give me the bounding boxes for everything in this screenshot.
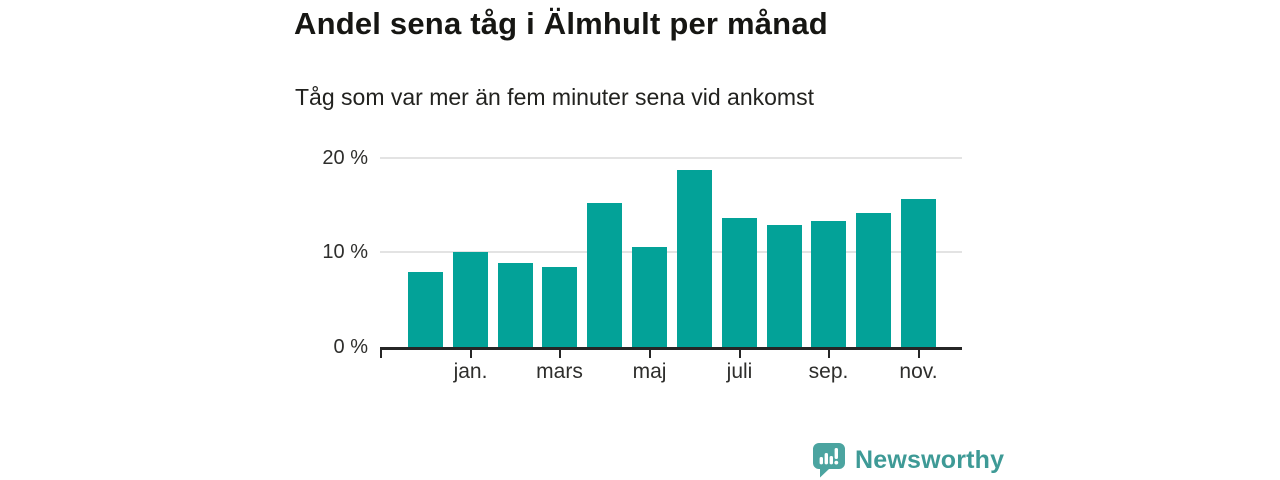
brand-name: Newsworthy — [855, 445, 1005, 474]
x-axis-tick-nov. — [917, 350, 920, 358]
y-axis-tick-label-10: 10 % — [322, 241, 368, 263]
gridline-10-percent — [380, 251, 962, 253]
x-axis-tick-mars — [558, 350, 561, 358]
bar-sep. — [811, 221, 847, 347]
bar-mars — [542, 266, 578, 347]
x-axis-tick-label-jan.: jan. — [453, 360, 488, 383]
bar-jun. — [676, 170, 712, 347]
bar-feb. — [497, 262, 533, 347]
y-axis-tick-label-20: 20 % — [322, 147, 368, 169]
bar-aug. — [766, 225, 802, 347]
x-axis-line — [380, 347, 962, 350]
x-axis-tick-label-juli: juli — [726, 360, 753, 383]
x-axis-origin-tick — [380, 350, 382, 358]
bar-nov. — [900, 198, 936, 347]
y-axis-tick-label-0: 0 % — [333, 336, 368, 358]
x-axis-tick-label-mars: mars — [536, 360, 583, 383]
chart-subtitle: Tåg som var mer än fem minuter sena vid … — [295, 84, 814, 110]
x-axis-tick-label-sep.: sep. — [808, 360, 849, 383]
brand-logo: Newsworthy — [812, 442, 1004, 478]
gridline-20-percent — [380, 157, 962, 159]
bar-maj — [632, 246, 668, 347]
bar-juli — [721, 217, 757, 347]
x-axis-tick-juli — [738, 350, 741, 358]
newsworthy-speech-bubble-chart-icon — [812, 442, 846, 478]
x-axis-tick-maj — [648, 350, 651, 358]
x-axis-tick-jan. — [469, 350, 472, 358]
chart-title: Andel sena tåg i Älmhult per månad — [294, 6, 828, 41]
x-axis-tick-label-nov.: nov. — [899, 360, 938, 383]
bar-okt. — [856, 212, 892, 347]
bar-dec. — [408, 272, 443, 347]
x-axis-tick-label-maj: maj — [632, 360, 667, 383]
bar-jan. — [452, 251, 488, 347]
bars — [380, 158, 962, 347]
plot-area: jan. mars maj juli sep. nov. — [380, 157, 962, 383]
bar-apr. — [587, 203, 623, 347]
x-axis-tick-sep. — [827, 350, 830, 358]
